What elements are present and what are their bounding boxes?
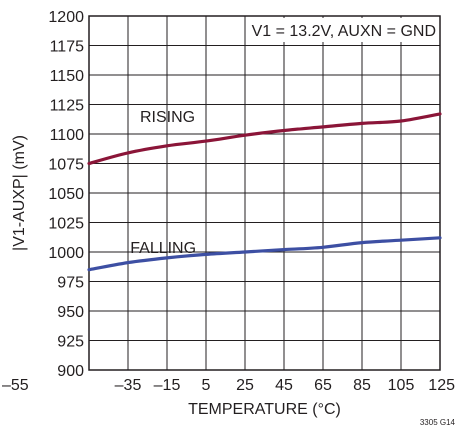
x-tick-label: 85 xyxy=(353,377,371,394)
y-tick-label: 925 xyxy=(57,334,84,351)
x-tick-label: 125 xyxy=(428,377,455,394)
figure-id: 3305 G14 xyxy=(420,418,456,427)
x-axis-ticks: –55 –35 –15 5 25 45 65 85 105 125 xyxy=(2,377,455,394)
x-tick-label: 45 xyxy=(275,377,293,394)
x-tick-label: –35 xyxy=(115,377,142,394)
y-tick-label: 1150 xyxy=(50,68,85,85)
y-tick-label: 1175 xyxy=(50,39,85,56)
y-tick-label: 1025 xyxy=(48,216,84,233)
x-axis-label: TEMPERATURE (°C) xyxy=(188,401,341,418)
series-line-falling xyxy=(87,236,442,272)
series-layer xyxy=(87,112,442,272)
x-tick-label: 105 xyxy=(388,377,415,394)
y-tick-label: 1075 xyxy=(48,157,84,174)
x-tick-label: –55 xyxy=(2,377,29,394)
y-tick-label: 900 xyxy=(57,363,84,380)
plot-frame xyxy=(88,15,441,371)
y-tick-label: 1200 xyxy=(48,9,84,26)
y-axis-ticks: 900 925 950 975 1000 1025 1050 1075 1100 1125 1150… xyxy=(48,9,84,380)
series-labels: RISING FALLING xyxy=(130,109,196,257)
y-axis-label: |V1-AUXP| (mV) xyxy=(11,135,28,251)
grid xyxy=(89,16,440,370)
y-tick-label: 975 xyxy=(57,275,84,292)
annotation-box xyxy=(246,18,439,42)
x-tick-label: 25 xyxy=(236,377,254,394)
y-tick-label: 1100 xyxy=(50,127,85,144)
y-tick-label: 950 xyxy=(57,304,84,321)
x-tick-label: 65 xyxy=(314,377,332,394)
series-label-rising: RISING xyxy=(140,109,195,126)
x-tick-label: –15 xyxy=(154,377,181,394)
y-tick-label: 1000 xyxy=(48,245,84,262)
series-label-falling: FALLING xyxy=(130,240,196,257)
y-tick-label: 1125 xyxy=(50,98,85,115)
x-tick-label: 5 xyxy=(202,377,211,394)
series-line-rising xyxy=(87,112,442,166)
y-tick-label: 1050 xyxy=(48,186,84,203)
condition-annotation: V1 = 13.2V, AUXN = GND xyxy=(252,23,436,40)
